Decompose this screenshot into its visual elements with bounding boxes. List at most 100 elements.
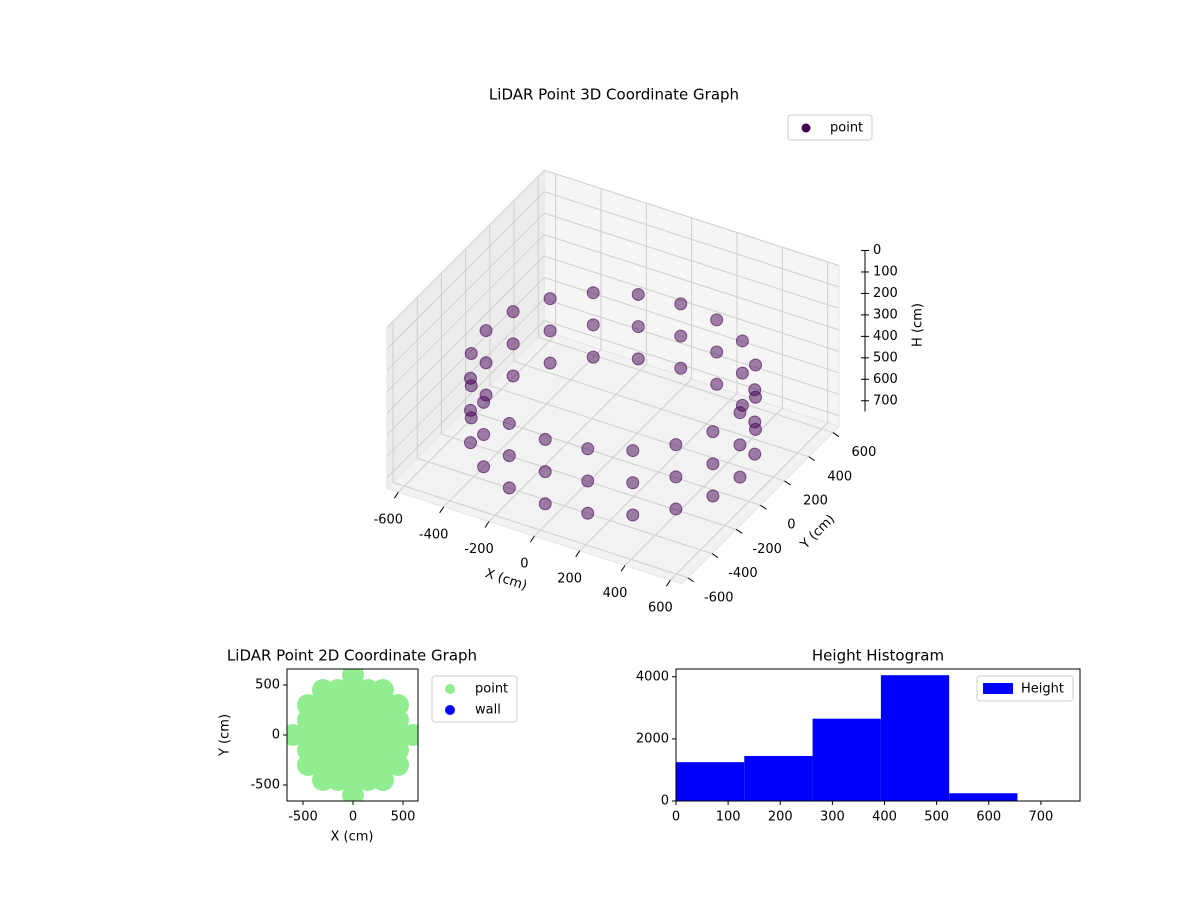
point	[581, 474, 595, 488]
legend-box	[976, 675, 1074, 702]
grid-line	[489, 385, 785, 482]
tick-mark	[711, 553, 719, 558]
legend-label: wall	[475, 703, 501, 718]
point	[538, 497, 552, 511]
point	[674, 361, 688, 375]
point	[631, 320, 645, 334]
point	[735, 398, 749, 412]
grid-line	[513, 360, 809, 458]
y-tick-label: 500	[255, 678, 280, 693]
point	[479, 388, 493, 402]
point	[631, 352, 645, 366]
legend-label: point	[475, 682, 508, 697]
point	[710, 313, 724, 327]
point	[372, 679, 394, 701]
x-tick-label: 200	[768, 810, 793, 825]
y-tick-label: 4000	[636, 669, 669, 684]
point	[586, 350, 600, 364]
legend-label: point	[830, 121, 863, 136]
point	[581, 442, 595, 456]
point	[674, 329, 688, 343]
x-tick-label: 500	[391, 810, 416, 825]
point	[543, 292, 557, 306]
chart-title: LiDAR Point 2D Coordinate Graph	[227, 647, 477, 665]
point	[464, 346, 478, 360]
grid-line	[544, 169, 840, 266]
point	[669, 470, 683, 484]
point	[706, 425, 720, 439]
point	[506, 369, 520, 383]
grid-line	[544, 319, 840, 417]
point	[477, 460, 491, 474]
y-tick-label: -400	[728, 566, 758, 581]
points	[287, 669, 418, 801]
point	[586, 286, 600, 300]
plot-3d: -600-400-2000200400600-600-400-200020040…	[374, 114, 898, 616]
grid-line	[544, 212, 840, 309]
point	[706, 489, 720, 503]
x-tick-label: 300	[820, 810, 845, 825]
grid-line	[386, 255, 545, 414]
point	[749, 422, 763, 436]
point	[749, 358, 763, 372]
tick-mark	[575, 550, 581, 558]
tick-mark	[529, 535, 535, 543]
bar	[812, 718, 881, 801]
bar	[880, 675, 950, 801]
grid-line	[386, 169, 545, 328]
z-tick-label: 700	[873, 393, 898, 408]
point	[502, 481, 516, 495]
x-tick-label: 0	[520, 557, 528, 572]
y-tick-label: 200	[803, 493, 828, 508]
point	[674, 297, 688, 311]
x-tick-label: -400	[419, 527, 449, 542]
y-tick-label: -200	[752, 542, 782, 557]
point	[464, 411, 478, 425]
point	[502, 416, 516, 430]
point	[479, 356, 493, 370]
y-tick-label: 2000	[636, 731, 669, 746]
point	[506, 305, 520, 319]
point	[538, 432, 552, 446]
y-axis-label: Y (cm)	[218, 714, 233, 757]
z-tick-label: 300	[873, 307, 898, 322]
point	[581, 506, 595, 520]
point	[735, 334, 749, 348]
x-tick-label: -600	[374, 513, 404, 528]
x-tick-label: 0	[672, 810, 680, 825]
point	[626, 444, 640, 458]
grid-line	[544, 298, 840, 395]
point	[735, 366, 749, 380]
grid-line	[386, 212, 545, 371]
z-tick-label: 600	[873, 372, 898, 387]
point	[342, 669, 364, 686]
point	[477, 428, 491, 442]
legend-marker	[445, 684, 455, 694]
x-tick-label: 600	[976, 810, 1001, 825]
z-tick-label: 0	[873, 243, 881, 258]
bar	[744, 755, 813, 801]
x-tick-label: 700	[1028, 810, 1053, 825]
grid-line	[417, 457, 713, 555]
point	[543, 324, 557, 338]
x-tick-label: 400	[872, 810, 897, 825]
y-tick-label: 400	[827, 469, 852, 484]
point	[543, 356, 557, 370]
point	[669, 502, 683, 516]
grid-line	[538, 336, 834, 434]
tick-mark	[620, 565, 626, 572]
grid-line	[544, 234, 840, 331]
chart-title: LiDAR Point 3D Coordinate Graph	[489, 86, 739, 104]
y-tick-label: 0	[787, 518, 795, 533]
point	[733, 438, 747, 452]
x-axis-label: X (cm)	[331, 830, 374, 845]
legend-marker	[801, 123, 811, 133]
point	[502, 449, 516, 463]
point	[749, 390, 763, 404]
bar	[676, 762, 745, 801]
grid-line	[544, 191, 840, 288]
z-tick-label: 200	[873, 286, 898, 301]
y-tick-label: 0	[272, 728, 280, 743]
tick-mark	[393, 491, 399, 499]
y-tick-label: 600	[852, 445, 877, 460]
